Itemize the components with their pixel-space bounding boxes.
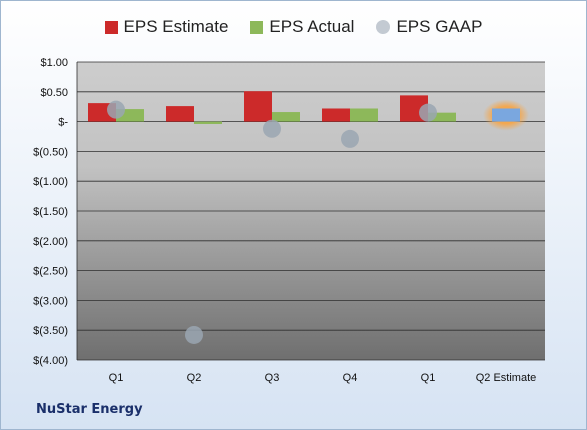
bar-eps-estimate [244,91,272,122]
point-eps-gaap [341,129,359,148]
y-tick-label: $(3.00) [33,295,68,307]
x-tick-label: Q4 [343,372,358,384]
y-tick-label: $(1.50) [33,206,68,218]
legend-swatch-gaap [376,20,391,34]
y-tick-label: $0.50 [40,87,68,99]
legend-label-estimate: EPS Estimate [123,17,229,36]
legend-item-estimate: EPS Estimate [104,17,229,37]
gridlines [77,61,545,361]
legend-label-actual: EPS Actual [269,17,355,36]
y-tick-label: $(2.00) [33,236,68,248]
legend-item-gaap: EPS GAAP [376,17,482,37]
y-tick-label: $(1.00) [33,176,68,188]
y-tick-label: $(2.50) [33,266,68,278]
y-tick-label: $(4.00) [33,355,68,367]
y-tick-label: $(0.50) [33,146,68,158]
bar-eps-estimate [492,108,520,122]
bar-eps-actual [194,121,222,124]
bar-eps-actual [272,112,300,122]
legend-label-gaap: EPS GAAP [396,17,483,36]
bar-eps-estimate [166,106,194,122]
point-eps-gaap [263,119,281,138]
x-axis: Q1 Q2 Q3 Q4 Q1 Q2 Estimate [109,372,537,384]
x-tick-label: Q3 [265,372,280,384]
y-tick-label: $1.00 [40,57,68,69]
point-eps-gaap [185,325,203,344]
bar-eps-actual [428,112,456,122]
x-tick-label: Q1 [421,372,436,384]
data-marks [88,91,529,344]
point-eps-gaap [107,100,125,119]
y-axis: $1.00 $0.50 $- $(0.50) $(1.00) $(1.50) $(2.00)… [33,57,78,367]
bar-eps-estimate [322,108,350,122]
point-eps-gaap [419,103,437,122]
x-tick-label: Q2 [187,372,202,384]
legend-swatch-estimate [104,20,118,34]
legend-item-actual: EPS Actual [250,17,354,37]
y-tick-label: $(3.50) [33,325,68,337]
bar-eps-actual [350,108,378,122]
legend: EPS Estimate EPS Actual EPS GAAP [0,17,587,37]
company-name: NuStar Energy [36,402,143,417]
x-tick-label: Q2 Estimate [476,372,537,384]
legend-swatch-actual [250,20,264,34]
y-tick-label: $- [58,117,68,129]
x-tick-label: Q1 [109,372,124,384]
